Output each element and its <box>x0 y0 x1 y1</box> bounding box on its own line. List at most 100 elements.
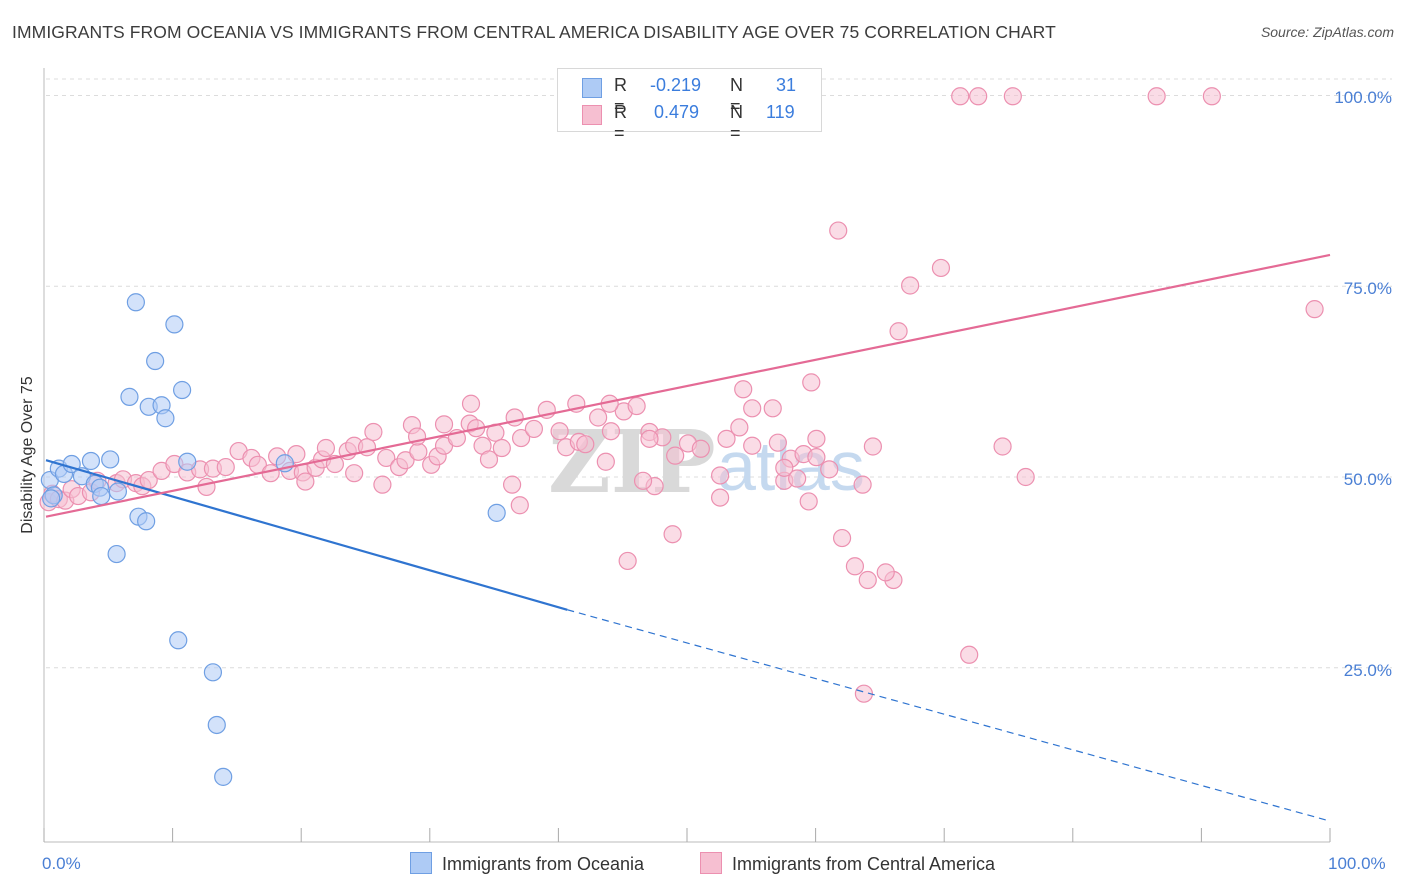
oceania-n-value: 31 <box>776 75 797 95</box>
watermark: ZIPatlas <box>548 412 865 513</box>
central-america-point-68 <box>717 429 736 448</box>
central-america-point-111 <box>1016 467 1035 487</box>
central-america-point-90 <box>633 471 653 490</box>
central-america-point-110 <box>993 437 1012 456</box>
oceania-point-18 <box>146 351 165 371</box>
central-america-point-74 <box>807 448 826 467</box>
legend-label-oceania: Immigrants from Oceania <box>442 854 645 874</box>
central-america-point-109 <box>863 437 882 456</box>
central-america-point-51 <box>511 428 531 448</box>
central-america-point-99 <box>345 464 364 483</box>
oceania-point-13 <box>120 387 139 406</box>
y-tick-label-100: 100.0% <box>1334 88 1392 107</box>
central-america-point-86 <box>743 399 762 418</box>
oceania-point-27 <box>214 767 233 786</box>
central-america-point-104 <box>640 429 659 448</box>
central-america-r-value: 0.479 <box>654 102 700 122</box>
central-america-point-64 <box>666 446 685 465</box>
central-america-point-82 <box>802 373 821 392</box>
central-america-point-54 <box>550 422 569 441</box>
central-america-point-81 <box>763 399 782 418</box>
central-america-point-49 <box>492 438 511 458</box>
oceania-n-label: N = <box>730 75 743 116</box>
oceania-point-6 <box>81 451 101 471</box>
central-america-point-98 <box>373 475 392 494</box>
central-america-point-19 <box>216 457 235 477</box>
central-america-point-102 <box>618 551 637 571</box>
central-america-point-95 <box>461 394 481 413</box>
y-axis-label: Disability Age Over 75 <box>19 376 36 534</box>
central-america-point-107 <box>931 258 951 278</box>
central-america-point-115 <box>876 563 895 582</box>
central-america-point-106 <box>901 276 920 295</box>
central-america-point-101 <box>296 472 315 491</box>
central-america-point-70 <box>743 436 762 455</box>
central-america-trend-line <box>45 253 1331 518</box>
oceania-point-14 <box>126 293 145 312</box>
oceania-point-16 <box>137 512 156 531</box>
central-america-point-77 <box>845 557 865 576</box>
legend-item-oceania[interactable]: Immigrants from Oceania <box>410 852 644 875</box>
central-america-swatch <box>582 105 602 125</box>
central-america-point-118 <box>1305 300 1324 319</box>
central-america-points <box>39 87 1324 703</box>
central-america-point-67 <box>710 466 730 485</box>
legend-swatch-oceania <box>410 852 432 874</box>
central-america-point-58 <box>589 408 608 427</box>
central-america-point-87 <box>710 488 730 507</box>
oceania-point-26 <box>207 715 226 735</box>
central-america-point-100 <box>316 438 336 458</box>
central-america-point-103 <box>510 496 529 515</box>
y-tick-label-75: 75.0% <box>1343 279 1392 298</box>
grid-lines <box>46 78 1392 669</box>
oceania-point-21 <box>165 315 184 334</box>
oceania-swatch <box>582 78 602 98</box>
central-america-point-69 <box>730 418 749 437</box>
central-america-point-34 <box>364 422 383 442</box>
oceania-point-9 <box>92 486 111 506</box>
central-america-point-39 <box>409 442 428 461</box>
central-america-point-88 <box>663 525 682 544</box>
central-america-point-83 <box>807 429 826 448</box>
central-america-point-121 <box>951 87 970 106</box>
oceania-point-24 <box>178 452 197 471</box>
oceania-point-10 <box>101 450 120 469</box>
central-america-point-66 <box>691 439 710 458</box>
legend-swatch-central-america <box>700 852 722 874</box>
legend-item-central-america[interactable]: Immigrants from Central America <box>700 852 995 875</box>
oceania-r-value: -0.219 <box>650 75 702 95</box>
central-america-point-85 <box>788 469 807 488</box>
central-america-point-113 <box>799 492 818 511</box>
central-america-point-52 <box>524 419 544 439</box>
oceania-point-25 <box>203 663 223 682</box>
central-america-n-value: 119 <box>766 102 795 122</box>
central-america-point-75 <box>820 460 839 479</box>
central-america-point-123 <box>1003 87 1022 106</box>
oceania-trend-line <box>45 459 568 611</box>
central-america-point-59 <box>601 422 621 441</box>
central-america-point-78 <box>858 570 877 590</box>
central-america-point-114 <box>768 433 787 452</box>
oceania-point-12 <box>107 544 126 564</box>
central-america-point-91 <box>596 452 615 471</box>
central-america-point-119 <box>1147 87 1166 106</box>
central-america-n-label: N = <box>730 102 743 143</box>
chart-title: IMMIGRANTS FROM OCEANIA VS IMMIGRANTS FR… <box>12 22 1056 42</box>
oceania-point-30 <box>42 489 61 508</box>
oceania-point-22 <box>169 631 188 650</box>
x-tick-label-max: 100.0% <box>1328 854 1386 873</box>
central-america-point-112 <box>853 475 872 494</box>
y-tick-label-25: 25.0% <box>1343 661 1392 680</box>
central-america-point-96 <box>434 415 454 434</box>
central-america-point-84 <box>775 458 794 477</box>
central-america-point-37 <box>396 451 415 470</box>
central-america-point-120 <box>1202 87 1221 106</box>
oceania-point-11 <box>108 482 128 501</box>
oceania-point-23 <box>173 380 192 400</box>
central-america-point-35 <box>377 448 396 468</box>
watermark-zip: ZIP <box>548 412 716 513</box>
correlation-stats-box: R = -0.219 N = 31 R = 0.479 N = 119 <box>557 68 822 143</box>
y-tick-label-50: 50.0% <box>1343 470 1392 489</box>
oceania-points <box>40 293 506 786</box>
